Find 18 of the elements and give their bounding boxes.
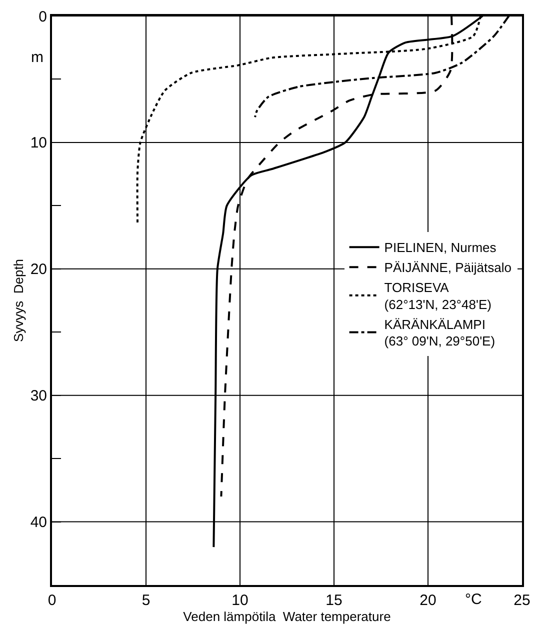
legend-label: TORISEVA (62°13'N, 23°48'E) (384, 280, 492, 312)
x-axis-title: Veden lämpötila Water temperature (183, 609, 391, 624)
y-tick-label: 30 (30, 388, 47, 405)
y-tick-label: 10 (30, 134, 47, 152)
x-tick-label: 10 (232, 592, 248, 609)
y-axis-title: Syvyys Depth (10, 258, 26, 342)
y-tick-label: 0 (38, 8, 47, 26)
text: m (31, 49, 44, 66)
x-tick-label: 5 (142, 592, 150, 609)
y-tick-label: 40 (30, 514, 47, 532)
x-tick-label: 15 (326, 592, 342, 609)
x-tick-label: 20 (420, 592, 436, 609)
x-tick-label: 25 (514, 592, 530, 609)
legend-label: PIELINEN, Nurmes (384, 240, 497, 256)
y-tick-label: 20 (30, 261, 47, 278)
text: °C (465, 591, 482, 608)
legend-label: PÄIJÄNNE, Päijätsalo (384, 260, 512, 276)
legend-label: KÄRÄNKÄLAMPI (63° 09'N, 29°50'E) (384, 316, 496, 349)
